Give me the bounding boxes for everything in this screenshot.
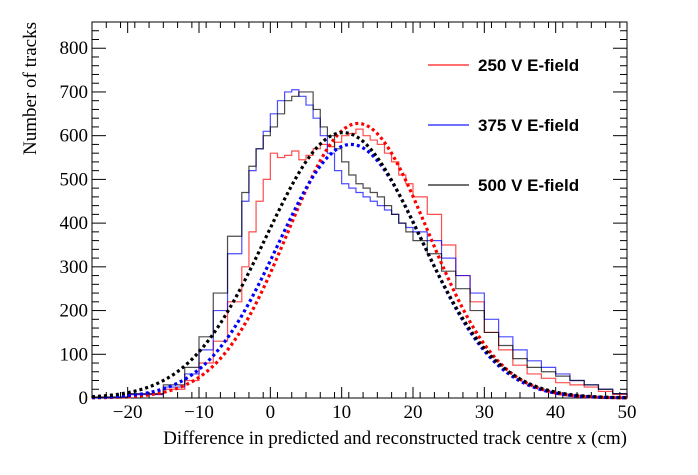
- y-tick-label: 200: [60, 301, 89, 322]
- x-tick-label: −10: [184, 402, 214, 423]
- x-tick-label: 0: [266, 402, 276, 423]
- y-tick-label: 100: [60, 344, 89, 365]
- histogram-series: [91, 128, 628, 398]
- histograms: [91, 89, 628, 398]
- y-tick-label: 300: [60, 257, 89, 278]
- fit-curve: [91, 121, 628, 400]
- x-tick-label: 40: [546, 402, 565, 423]
- y-tick-label: 0: [79, 388, 89, 409]
- histogram-series: [91, 91, 628, 398]
- y-axis-title: Number of tracks: [20, 22, 41, 155]
- legend-label: 375 V E-field: [478, 116, 579, 135]
- fit-curve: [91, 142, 628, 400]
- y-tick-label: 500: [60, 169, 89, 190]
- legend-label: 500 V E-field: [478, 176, 579, 195]
- y-tick-label: 700: [60, 82, 89, 103]
- fit-curves: [91, 121, 628, 400]
- y-tick-label: 800: [60, 38, 89, 59]
- x-axis-title: Difference in predicted and reconstructe…: [163, 428, 627, 449]
- y-tick-label: 400: [60, 213, 89, 234]
- x-tick-label: −20: [113, 402, 143, 423]
- y-tick-label: 600: [60, 126, 89, 147]
- x-tick-label: 50: [618, 402, 637, 423]
- x-tick-label: 10: [332, 402, 351, 423]
- legend: 250 V E-field 375 V E-field 500 V E-field: [428, 56, 579, 195]
- histogram-series: [91, 89, 628, 398]
- x-tick-label: 30: [475, 402, 494, 423]
- ticks-layer: −20 −10 0 10 20 30 40 5001002003004005006007008…: [60, 22, 637, 423]
- x-tick-label: 20: [404, 402, 423, 423]
- plot-frame: [91, 21, 628, 399]
- fit-curve: [91, 131, 628, 400]
- legend-label: 250 V E-field: [478, 56, 579, 75]
